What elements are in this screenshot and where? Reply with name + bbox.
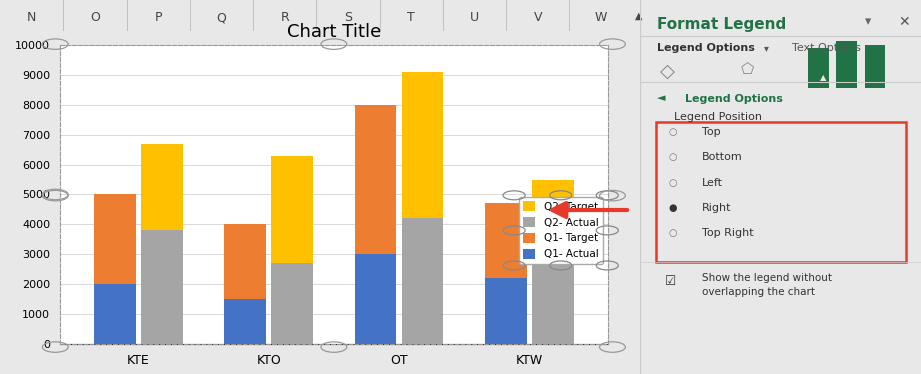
Text: W: W [595, 11, 607, 24]
Text: O: O [90, 11, 99, 24]
Text: ○: ○ [668, 178, 677, 187]
Bar [141, 230, 182, 344]
Text: Legend Position: Legend Position [674, 112, 762, 122]
Text: ●: ● [668, 203, 677, 213]
Text: ◄: ◄ [657, 94, 666, 104]
Bar [271, 263, 313, 344]
Text: Legend Options: Legend Options [657, 43, 755, 53]
Text: ◇: ◇ [659, 62, 675, 81]
Text: Bottom: Bottom [702, 152, 742, 162]
Bar [141, 144, 182, 230]
Text: ▲: ▲ [635, 10, 643, 20]
Text: N: N [27, 11, 36, 24]
Text: Q: Q [216, 11, 227, 24]
Bar [485, 278, 527, 344]
Bar [402, 72, 443, 218]
Bar [225, 224, 266, 299]
Text: Legend Options: Legend Options [685, 94, 783, 104]
Text: ⬠: ⬠ [741, 62, 754, 77]
Text: ☑: ☑ [665, 275, 677, 288]
Text: Left: Left [702, 178, 723, 187]
FancyBboxPatch shape [865, 45, 885, 88]
Text: ✕: ✕ [899, 15, 910, 29]
Text: Format Legend: Format Legend [657, 17, 787, 32]
Title: Chart Title: Chart Title [286, 22, 381, 40]
Text: Show the legend without
overlapping the chart: Show the legend without overlapping the … [702, 273, 832, 297]
Text: T: T [407, 11, 415, 24]
Text: V: V [533, 11, 542, 24]
Text: ▾: ▾ [865, 15, 871, 28]
Text: ○: ○ [668, 127, 677, 137]
Legend: Q2- Target, Q2- Actual, Q1- Target, Q1- Actual: Q2- Target, Q2- Actual, Q1- Target, Q1- … [519, 197, 602, 264]
Text: U: U [470, 11, 479, 24]
Bar [271, 156, 313, 263]
Text: P: P [155, 11, 162, 24]
FancyBboxPatch shape [809, 48, 829, 88]
Bar [355, 105, 396, 254]
Text: Text Options: Text Options [792, 43, 860, 53]
Bar [532, 254, 574, 344]
Text: Top Right: Top Right [702, 229, 753, 238]
Text: ○: ○ [668, 152, 677, 162]
Bar [94, 194, 135, 284]
Text: R: R [280, 11, 289, 24]
Text: Top: Top [702, 127, 720, 137]
Bar [402, 218, 443, 344]
Bar [532, 180, 574, 254]
Bar [225, 299, 266, 344]
FancyBboxPatch shape [836, 41, 857, 88]
Text: ○: ○ [668, 229, 677, 238]
Bar [485, 203, 527, 278]
Bar [355, 254, 396, 344]
Text: ▲: ▲ [820, 73, 826, 82]
Bar [94, 284, 135, 344]
Text: Right: Right [702, 203, 731, 213]
Text: S: S [344, 11, 352, 24]
Text: ▾: ▾ [764, 43, 768, 53]
